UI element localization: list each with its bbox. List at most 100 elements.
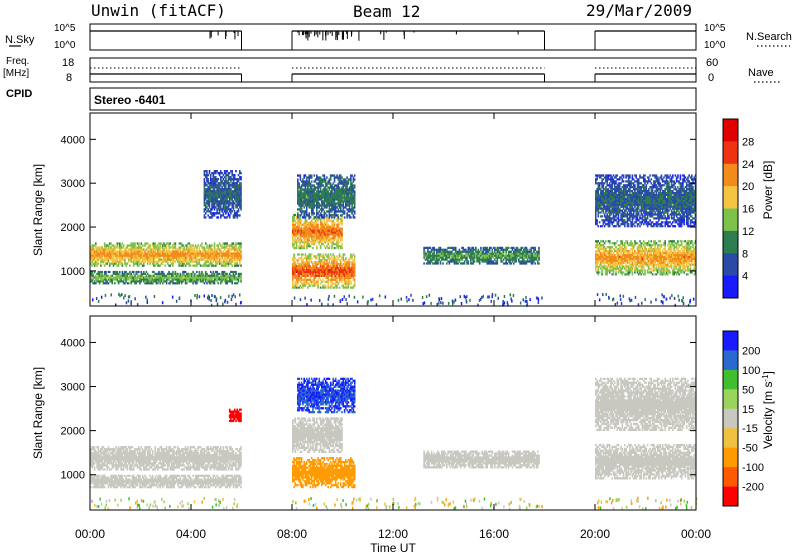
echo-cell — [165, 258, 168, 261]
echo-cell — [323, 216, 326, 219]
echo-cell — [317, 237, 319, 240]
echo-cell — [108, 270, 111, 274]
echo-cell — [144, 280, 146, 283]
echo-cell — [347, 269, 350, 272]
echo-cell — [125, 262, 127, 265]
echo-cell — [211, 258, 213, 261]
echo-cell — [305, 208, 308, 211]
echo-cell — [222, 278, 225, 281]
echo-cell — [223, 200, 226, 203]
echo-cell — [240, 244, 242, 247]
echo-cell — [136, 276, 139, 279]
echo-cell — [236, 194, 238, 197]
echo-cell — [212, 264, 215, 267]
echo-cell — [235, 190, 237, 193]
echo-cell — [300, 210, 303, 213]
echo-cell — [307, 190, 309, 193]
echo-cell — [114, 248, 116, 251]
echo-cell — [149, 274, 151, 277]
echo-cell — [328, 265, 331, 268]
echo-cell — [338, 255, 341, 258]
echo-cell — [103, 270, 106, 274]
echo-cell — [167, 250, 169, 253]
echo-cell — [225, 174, 227, 177]
echo-cell — [312, 267, 314, 270]
echo-cell — [322, 184, 324, 187]
echo-cell — [322, 188, 324, 191]
echo-cell — [509, 260, 511, 263]
echo-cell — [316, 270, 318, 274]
echo-cell — [331, 213, 333, 217]
echo-cell — [305, 278, 308, 281]
echo-cell — [212, 250, 215, 253]
echo-cell — [140, 242, 143, 245]
echo-cell — [338, 210, 341, 213]
echo-cell — [239, 170, 241, 173]
echo-cell — [324, 233, 327, 236]
echo-cell — [337, 190, 340, 193]
echo-cell — [215, 172, 217, 175]
echo-cell — [302, 184, 304, 187]
echo-cell — [353, 261, 356, 264]
echo-cell — [215, 198, 217, 201]
echo-cell — [232, 206, 235, 209]
echo-cell — [108, 254, 111, 257]
echo-cell — [236, 198, 238, 201]
echo-cell — [346, 267, 348, 270]
echo-cell — [300, 196, 303, 199]
echo-cell — [348, 206, 351, 209]
echo-cell — [292, 217, 294, 220]
echo-cell — [346, 261, 348, 264]
echo-cell — [216, 208, 218, 211]
echo-cell — [342, 270, 345, 274]
echo-cell — [216, 250, 218, 253]
echo-cell — [314, 180, 317, 183]
echo-cell — [168, 270, 170, 274]
echo-cell — [213, 192, 216, 195]
echo-cell — [132, 270, 135, 274]
echo-cell — [239, 186, 241, 189]
echo-cell — [337, 184, 340, 187]
echo-cell — [237, 210, 240, 213]
echo-cell — [201, 280, 203, 283]
echo-cell — [304, 276, 307, 279]
echo-cell — [178, 274, 180, 277]
echo-cell — [304, 239, 307, 242]
echo-cell — [204, 278, 207, 281]
echo-cell — [511, 260, 514, 263]
echo-cell — [327, 231, 329, 234]
echo-cell — [106, 260, 108, 263]
echo-cell — [167, 272, 169, 275]
echo-cell — [236, 282, 239, 285]
echo-cell — [323, 255, 326, 258]
echo-cell — [208, 206, 211, 209]
echo-cell — [236, 252, 239, 255]
echo-cell — [304, 184, 307, 187]
echo-cell — [304, 216, 307, 219]
echo-cell — [309, 284, 312, 287]
echo-cell — [222, 206, 225, 209]
echo-cell — [207, 210, 209, 213]
echo-cell — [103, 256, 106, 259]
echo-cell — [140, 260, 143, 263]
echo-cell — [230, 196, 232, 199]
echo-cell — [196, 254, 198, 257]
echo-cell — [322, 225, 324, 228]
echo-cell — [307, 267, 309, 270]
echo-cell — [156, 260, 159, 263]
echo-cell — [120, 248, 122, 251]
echo-cell — [124, 258, 126, 261]
echo-cell — [240, 258, 242, 261]
echo-cell — [204, 264, 207, 267]
echo-cell — [324, 186, 327, 189]
echo-cell — [236, 210, 238, 213]
echo-cell — [333, 223, 336, 226]
echo-cell — [323, 180, 326, 183]
echo-cell — [336, 231, 338, 234]
echo-cell — [331, 274, 333, 277]
echo-cell — [337, 243, 340, 246]
echo-cell — [324, 184, 327, 187]
echo-cell — [300, 212, 303, 215]
echo-cell — [318, 178, 321, 181]
echo-cell — [127, 252, 130, 255]
